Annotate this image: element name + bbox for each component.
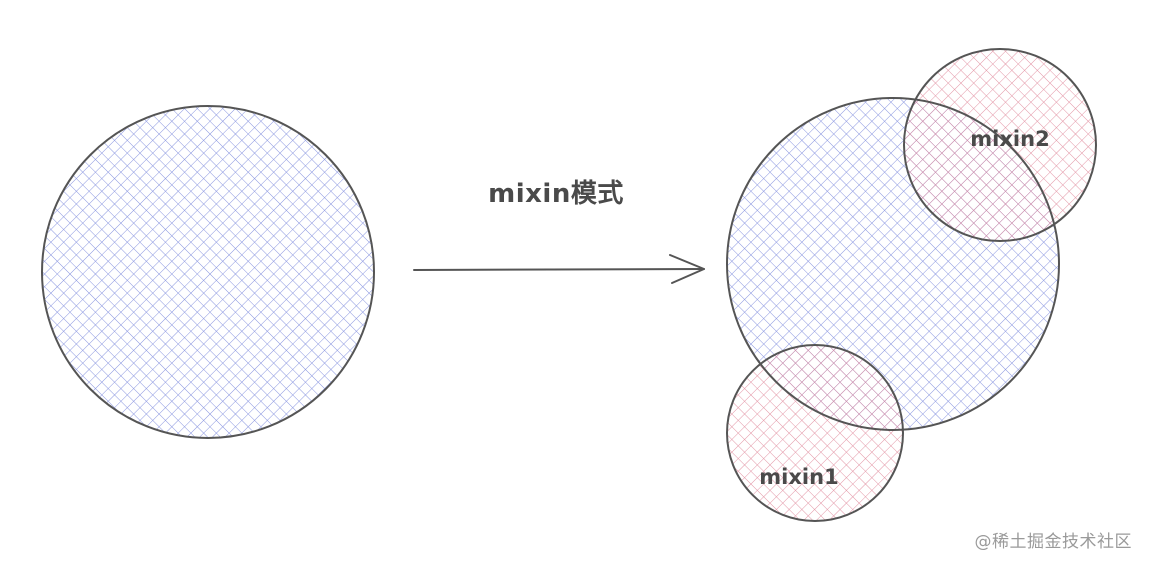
mixin2-circle	[904, 49, 1096, 241]
watermark: @稀土掘金技术社区	[974, 532, 1132, 552]
mixin1-label: mixin1	[759, 465, 838, 489]
arrow-right-icon	[413, 254, 705, 284]
diagram-title: mixin模式	[488, 179, 624, 209]
mixin2-label: mixin2	[970, 127, 1049, 151]
base-object-circle	[41, 105, 375, 439]
mixin1-circle	[727, 345, 903, 521]
mixed-object-group: mixin2 mixin1	[726, 48, 1097, 522]
